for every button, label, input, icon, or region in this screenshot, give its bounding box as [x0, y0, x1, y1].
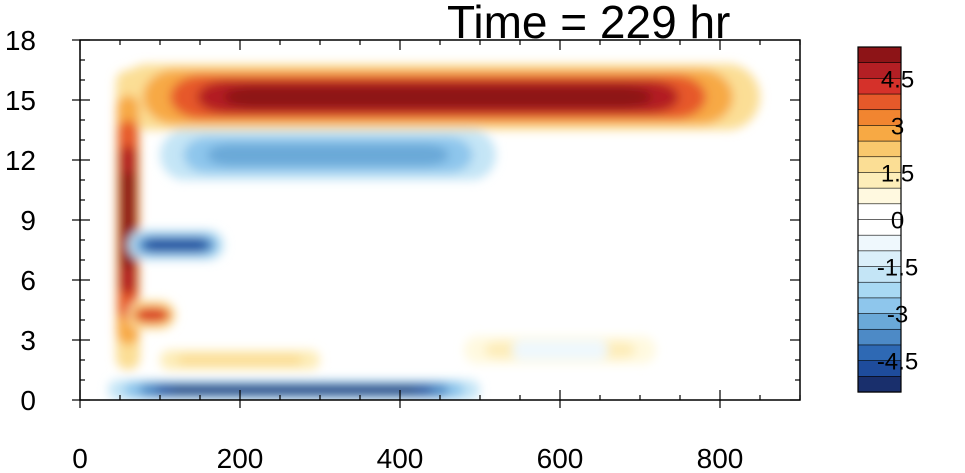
- heatmap-cell: [143, 239, 209, 251]
- colorbar-label: 1.5: [881, 160, 914, 187]
- colorbar-swatch: [857, 46, 902, 64]
- heatmap-cell: [522, 344, 598, 356]
- y-axis: 0 3 6 9 12 15 18: [5, 25, 800, 416]
- y-tick-label: 6: [20, 265, 36, 296]
- heatmap-cell: [207, 144, 449, 166]
- heatmap-cell: [176, 354, 304, 366]
- x-axis: 0 200 400 600 800: [72, 40, 801, 473]
- colorbar-swatch: [857, 140, 902, 158]
- colorbar-swatch: [857, 187, 902, 205]
- colorbar-swatch: [857, 234, 902, 252]
- colorbar-label: 0: [891, 208, 904, 235]
- colorbar: 4.5 3 1.5 0 -1.5 -3 -4.5: [857, 46, 918, 393]
- colorbar-label: -4.5: [877, 349, 918, 376]
- x-tick-label: 800: [697, 443, 744, 473]
- y-tick-label: 12: [5, 145, 36, 176]
- heatmap-cell: [224, 86, 652, 108]
- x-tick-label: 600: [537, 443, 584, 473]
- colorbar-swatch: [857, 328, 902, 346]
- y-tick-label: 3: [20, 325, 36, 356]
- colorbar-label: 4.5: [881, 66, 914, 93]
- colorbar-label: -3: [887, 302, 908, 329]
- y-tick-label: 15: [5, 85, 36, 116]
- x-tick-label: 200: [217, 443, 264, 473]
- heatmap-field: [108, 64, 760, 400]
- y-tick-label: 0: [20, 385, 36, 416]
- x-tick-label: 400: [377, 443, 424, 473]
- colorbar-swatch: [857, 281, 902, 299]
- heatmap-cell: [135, 309, 169, 321]
- heatmap-cell: [170, 386, 418, 394]
- colorbar-label: -1.5: [877, 255, 918, 282]
- colorbar-frame: [857, 46, 902, 393]
- colorbar-label: 3: [891, 113, 904, 140]
- y-tick-label: 9: [20, 205, 36, 236]
- x-tick-label: 0: [72, 443, 88, 473]
- colorbar-swatch: [857, 376, 902, 393]
- y-tick-label: 18: [5, 25, 36, 56]
- colorbar-swatch: [857, 93, 902, 111]
